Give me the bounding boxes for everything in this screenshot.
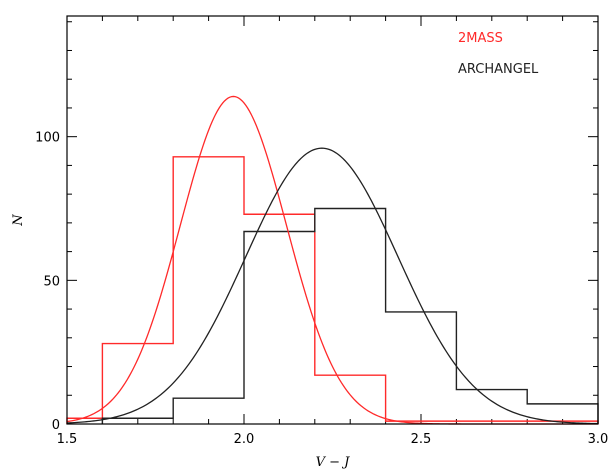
- gaussian-fit-archangel: [66, 147, 599, 425]
- y-tick-label: 50: [43, 274, 60, 289]
- legend-entry-2mass: 2MASS: [458, 31, 503, 46]
- histogram-2mass: [66, 156, 599, 424]
- legend: 2MASS ARCHANGEL: [458, 31, 539, 77]
- x-axis-label: V − J: [316, 455, 351, 470]
- tick-labels: 1.5 2.0 2.5 3.0 0 50 100: [35, 131, 608, 447]
- x-tick-label: 2.5: [411, 432, 432, 447]
- y-axis-label: N: [11, 214, 26, 227]
- legend-entry-archangel: ARCHANGEL: [458, 62, 539, 77]
- x-tick-label: 1.5: [57, 432, 78, 447]
- y-tick-label: 0: [52, 418, 60, 433]
- x-tick-label: 3.0: [588, 432, 609, 447]
- x-tick-label: 2.0: [234, 432, 255, 447]
- histogram-steps: [66, 156, 599, 424]
- histogram-archangel: [101, 207, 599, 424]
- axis-ticks: [66, 16, 599, 425]
- y-tick-label: 100: [35, 131, 60, 146]
- plot-frame: [66, 15, 599, 425]
